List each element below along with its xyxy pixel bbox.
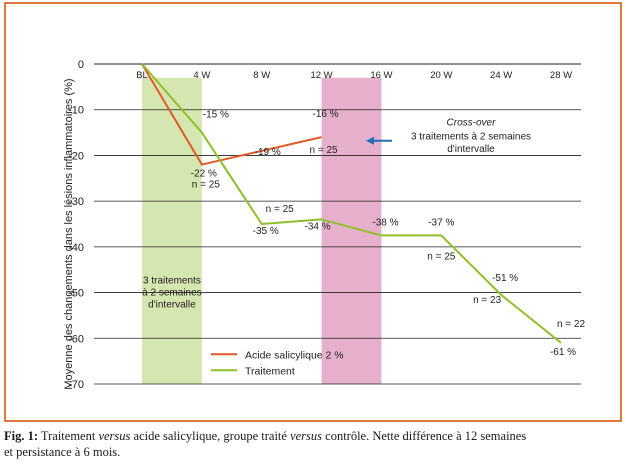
data-label: -34 % bbox=[305, 221, 331, 232]
y-tick-label: -40 bbox=[68, 242, 84, 254]
data-label: -22 % bbox=[191, 169, 217, 180]
x-tick-label: BL bbox=[136, 70, 148, 81]
shaded-region-1 bbox=[142, 77, 202, 384]
legend-label: Traitement bbox=[245, 365, 295, 377]
y-axis-label: Moyenne des changements dans les lésions… bbox=[63, 78, 75, 389]
caption-em-2: versus bbox=[290, 429, 323, 443]
data-label: -61 % bbox=[550, 347, 576, 358]
data-label: n = 25 bbox=[427, 251, 456, 262]
data-label: -35 % bbox=[253, 226, 279, 237]
data-label: -38 % bbox=[372, 217, 398, 228]
region-label-line: 3 traitements bbox=[143, 275, 201, 286]
y-tick-label: -50 bbox=[68, 288, 84, 300]
annotation-arrow-head bbox=[366, 136, 374, 145]
data-label: n = 25 bbox=[192, 180, 221, 191]
data-label: -37 % bbox=[428, 217, 454, 228]
series-line-2 bbox=[141, 63, 562, 344]
shaded-region-2 bbox=[321, 77, 382, 384]
y-tick-label: 0 bbox=[78, 59, 84, 71]
region-label-line: d'intervalle bbox=[148, 299, 196, 310]
caption-text-1: Traitement bbox=[38, 429, 99, 443]
annotation-line: 3 traitements à 2 semaines bbox=[411, 131, 531, 142]
caption-label: Fig. 1: bbox=[4, 429, 39, 443]
y-tick-label: -20 bbox=[68, 150, 84, 162]
data-label: -15 % bbox=[203, 110, 229, 121]
legend-label: Acide salicylique 2 % bbox=[245, 349, 344, 361]
series-line-1 bbox=[141, 63, 322, 166]
data-label: -16 % bbox=[313, 109, 339, 120]
caption-text-2: acide salicylique, groupe traité bbox=[130, 429, 291, 443]
data-label: n = 22 bbox=[557, 319, 586, 330]
figure-frame: 0 -10 -20 -30 -40 -50 -60 -70 BL 4 W 8 W 12 W 16 W 20… bbox=[4, 2, 622, 422]
caption-em-1: versus bbox=[98, 429, 131, 443]
caption-line-1: Fig. 1: Traitement versus acide salicyli… bbox=[4, 428, 622, 444]
data-label: -51 % bbox=[492, 273, 518, 284]
y-tick-label: -10 bbox=[68, 105, 84, 117]
annotation-line: d'intervalle bbox=[447, 144, 495, 155]
line-chart: 0 -10 -20 -30 -40 -50 -60 -70 BL 4 W 8 W 12 W 16 W 20… bbox=[63, 59, 586, 391]
data-label: n = 25 bbox=[310, 145, 339, 156]
annotation-title: Cross-over bbox=[447, 118, 497, 129]
region-label-line: à 2 semaines bbox=[142, 287, 201, 298]
caption-line-2: et persistance à 6 mois. bbox=[4, 445, 121, 459]
x-tick-label: 28 W bbox=[550, 70, 572, 81]
x-tick-label: 20 W bbox=[430, 70, 452, 81]
x-tick-label: 12 W bbox=[310, 70, 332, 81]
figure-caption: Fig. 1: Traitement versus acide salicyli… bbox=[4, 428, 622, 460]
caption-text-3: contrôle. Nette différence à 12 semaines bbox=[322, 429, 527, 443]
x-tick-label: 24 W bbox=[490, 70, 512, 81]
y-tick-label: -70 bbox=[68, 379, 84, 391]
x-tick-label: 16 W bbox=[370, 70, 392, 81]
x-tick-label: 8 W bbox=[253, 70, 270, 81]
data-label: n = 25 bbox=[266, 204, 295, 215]
data-label: -19 % bbox=[255, 147, 281, 158]
data-label: n = 23 bbox=[473, 295, 502, 306]
y-tick-label: -30 bbox=[68, 196, 84, 208]
x-tick-label: 4 W bbox=[193, 70, 210, 81]
y-tick-label: -60 bbox=[68, 333, 84, 345]
